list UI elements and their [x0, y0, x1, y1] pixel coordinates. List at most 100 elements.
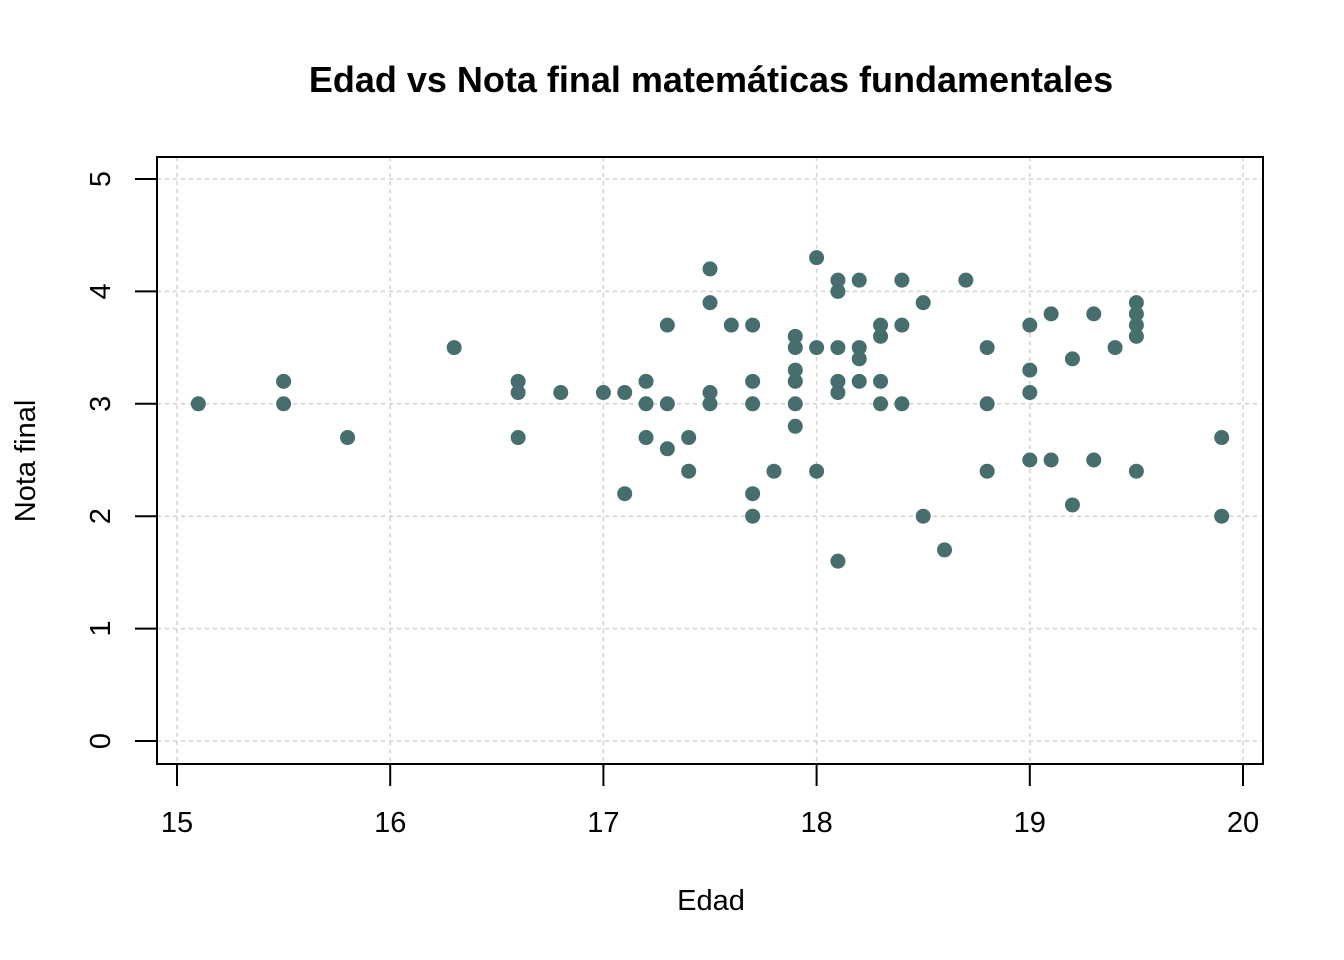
data-point: [830, 373, 846, 389]
x-tick-label: 15: [161, 807, 193, 839]
data-point: [595, 385, 611, 401]
data-point: [510, 385, 526, 401]
x-tick-label: 19: [1014, 807, 1046, 839]
data-point: [659, 396, 675, 412]
data-point: [915, 508, 931, 524]
data-point: [873, 396, 889, 412]
data-point: [830, 385, 846, 401]
data-point: [894, 317, 910, 333]
data-point: [873, 373, 889, 389]
data-point: [276, 396, 292, 412]
data-point: [851, 351, 867, 367]
data-point: [873, 317, 889, 333]
x-axis: 15 16 17 18 19 20: [161, 763, 1259, 839]
data-point: [1086, 452, 1102, 468]
data-point: [851, 272, 867, 288]
y-tick-label: 3: [85, 396, 117, 412]
x-tick-label: 20: [1227, 807, 1259, 839]
x-tick-label: 17: [587, 807, 619, 839]
data-point: [1064, 497, 1080, 513]
y-tick-label: 5: [85, 171, 117, 187]
data-point: [638, 373, 654, 389]
data-point: [510, 430, 526, 446]
data-point: [851, 373, 867, 389]
data-point: [937, 542, 953, 558]
data-point: [681, 430, 697, 446]
data-point: [787, 373, 803, 389]
data-point: [851, 340, 867, 356]
y-tick-label: 2: [85, 508, 117, 524]
data-point: [702, 261, 718, 277]
data-point: [1043, 452, 1059, 468]
data-point: [745, 508, 761, 524]
data-point: [809, 463, 825, 479]
data-point: [638, 430, 654, 446]
data-point: [190, 396, 206, 412]
data-points: [190, 250, 1230, 569]
data-point: [915, 295, 931, 311]
data-point: [1043, 306, 1059, 322]
x-tick-label: 16: [374, 807, 406, 839]
data-point: [1214, 508, 1230, 524]
data-point: [830, 272, 846, 288]
data-point: [830, 553, 846, 569]
data-point: [659, 441, 675, 457]
data-point: [702, 385, 718, 401]
data-point: [1022, 385, 1038, 401]
data-point: [787, 328, 803, 344]
data-point: [1064, 351, 1080, 367]
data-point: [1022, 452, 1038, 468]
data-point: [745, 317, 761, 333]
x-axis-label: Edad: [677, 885, 745, 917]
data-point: [659, 317, 675, 333]
data-point: [510, 373, 526, 389]
data-point: [745, 486, 761, 502]
y-tick-label: 1: [85, 621, 117, 637]
data-point: [979, 463, 995, 479]
chart-title: Edad vs Nota final matemáticas fundament…: [309, 59, 1113, 100]
data-point: [873, 328, 889, 344]
data-point: [745, 373, 761, 389]
data-point: [617, 486, 633, 502]
data-point: [340, 430, 356, 446]
data-point: [809, 250, 825, 266]
data-point: [617, 385, 633, 401]
data-point: [1128, 317, 1144, 333]
x-tick-label: 18: [800, 807, 832, 839]
y-tick-label: 4: [85, 283, 117, 299]
data-point: [1086, 306, 1102, 322]
data-point: [702, 396, 718, 412]
data-point: [446, 340, 462, 356]
data-point: [1128, 328, 1144, 344]
data-point: [1128, 306, 1144, 322]
data-point: [787, 396, 803, 412]
data-point: [979, 340, 995, 356]
data-point: [638, 396, 654, 412]
data-point: [1128, 295, 1144, 311]
data-point: [1214, 430, 1230, 446]
data-point: [553, 385, 569, 401]
data-point: [894, 272, 910, 288]
data-point: [1107, 340, 1123, 356]
data-point: [787, 362, 803, 378]
data-point: [787, 418, 803, 434]
y-axis: 0 1 2 3 4 5: [85, 171, 158, 749]
data-point: [809, 340, 825, 356]
data-point: [1022, 317, 1038, 333]
data-point: [787, 340, 803, 356]
data-point: [958, 272, 974, 288]
data-point: [894, 396, 910, 412]
data-point: [766, 463, 782, 479]
data-point: [723, 317, 739, 333]
data-point: [702, 295, 718, 311]
y-axis-label: Nota final: [10, 400, 42, 523]
data-point: [745, 396, 761, 412]
data-point: [1128, 463, 1144, 479]
data-point: [979, 396, 995, 412]
data-point: [830, 283, 846, 299]
data-point: [1022, 362, 1038, 378]
data-point: [830, 340, 846, 356]
y-tick-label: 0: [85, 733, 117, 749]
data-point: [276, 373, 292, 389]
